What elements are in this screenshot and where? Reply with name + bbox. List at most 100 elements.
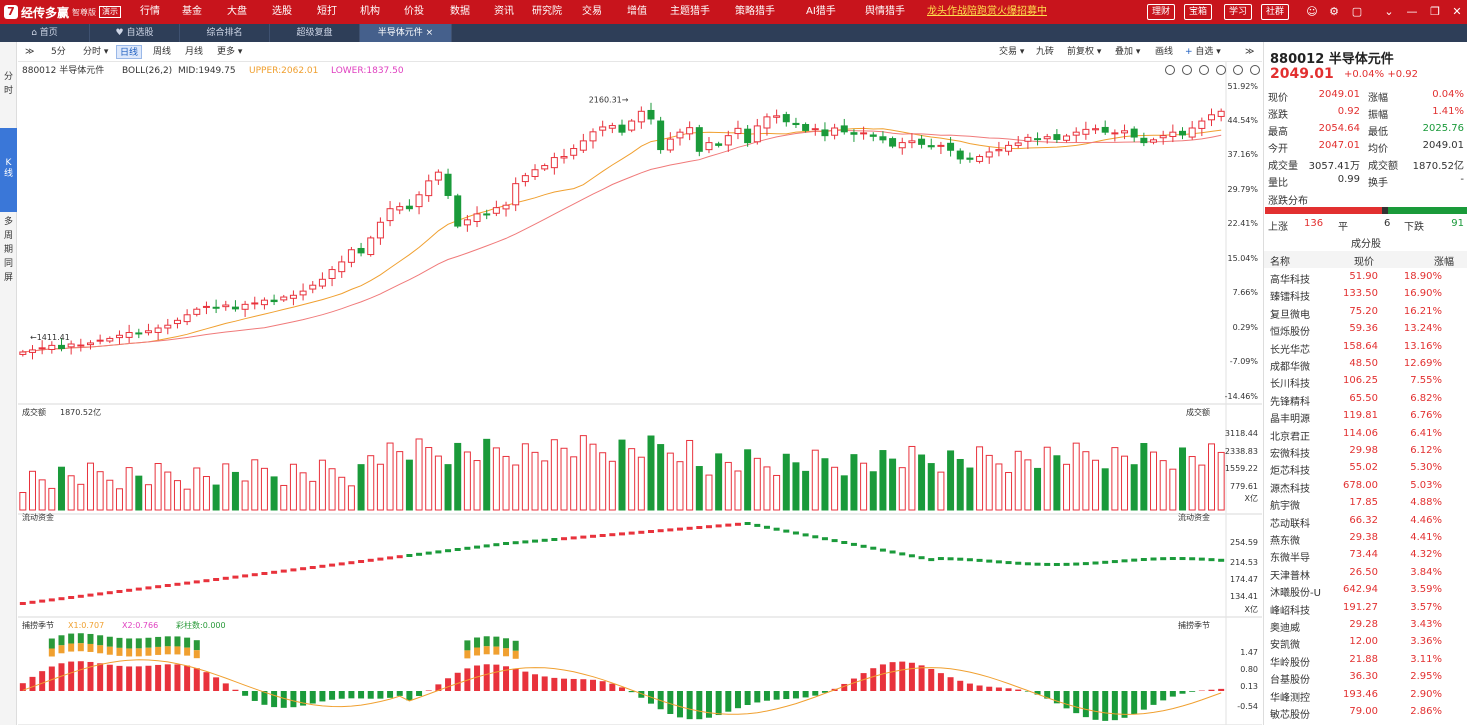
period-3[interactable]: 周线 <box>150 45 174 59</box>
minus-icon[interactable] <box>1200 66 1209 75</box>
menu-0[interactable]: 行情 <box>140 0 160 24</box>
plus-icon[interactable] <box>1183 66 1192 75</box>
sidebar-item-0[interactable]: 分 <box>0 70 17 84</box>
sidebar-item-8[interactable]: 屏 <box>0 271 17 285</box>
collapse-icon[interactable]: ≫ <box>1242 45 1257 59</box>
sidebar-item-5[interactable]: 周 <box>0 229 17 243</box>
toolbar-right-5[interactable]: + 自选 ▾ <box>1182 45 1224 59</box>
toolbar-right-4[interactable]: 画线 <box>1152 45 1176 59</box>
minimize-icon[interactable]: — <box>1405 5 1419 19</box>
menu-9[interactable]: 研究院 <box>532 0 562 24</box>
top-button-3[interactable]: 社群 <box>1261 4 1289 20</box>
toolbar-right-1[interactable]: 九砖 <box>1033 45 1057 59</box>
promo-link[interactable]: 龙头作战陪跑赏火爆招募中 <box>927 0 1047 24</box>
menu-2[interactable]: 大盘 <box>227 0 247 24</box>
toolbar-right-2[interactable]: 前复权 ▾ <box>1064 45 1104 59</box>
sidebar-item-6[interactable]: 期 <box>0 243 17 257</box>
sidebar-item-3[interactable]: 线 <box>0 167 17 181</box>
tab-4[interactable]: 半导体元件 × <box>360 24 452 42</box>
flow-mark <box>155 585 161 588</box>
period-4[interactable]: 月线 <box>182 45 206 59</box>
gear-icon[interactable] <box>1217 66 1226 75</box>
period-1[interactable]: 分时 ▾ <box>80 45 111 59</box>
tab-3[interactable]: 超级复盘 <box>270 24 360 42</box>
menu-6[interactable]: 价投 <box>404 0 424 24</box>
menu-14[interactable]: AI猎手 <box>806 0 836 24</box>
flow-mark <box>880 549 886 552</box>
user-icon[interactable]: ☺ <box>1305 5 1319 19</box>
season-colorbar <box>474 647 480 655</box>
close-icon[interactable] <box>1251 66 1260 75</box>
help-icon[interactable] <box>1234 66 1243 75</box>
volume-bar <box>629 449 635 510</box>
tab-1[interactable]: ♥ 自选股 <box>90 24 180 42</box>
refresh-icon[interactable] <box>1166 66 1175 75</box>
sidebar-item-4[interactable]: 多 <box>0 215 17 229</box>
sidebar-item-1[interactable]: 时 <box>0 84 17 98</box>
candle-body <box>754 126 760 142</box>
period-2[interactable]: 日线 <box>116 45 142 59</box>
gear-icon[interactable]: ⚙ <box>1327 5 1341 19</box>
stock-name: 天津普林 <box>1270 567 1310 582</box>
menu-15[interactable]: 舆情猎手 <box>865 0 905 24</box>
menu-4[interactable]: 短打 <box>317 0 337 24</box>
expand-icon[interactable]: ≫ <box>22 45 37 59</box>
menu-5[interactable]: 机构 <box>360 0 380 24</box>
tab-close-icon[interactable]: × <box>423 28 433 38</box>
app-logo[interactable]: 7 经传多赢 智尊版 演示 <box>0 0 133 24</box>
tab-0[interactable]: ⌂ 首页 <box>0 24 90 42</box>
stock-name: 燕东微 <box>1270 532 1300 547</box>
chevron-down-icon[interactable]: ⌄ <box>1382 5 1396 19</box>
top-button-1[interactable]: 宝箱 <box>1184 4 1212 20</box>
top-button-2[interactable]: 学习 <box>1224 4 1252 20</box>
tab-2[interactable]: 综合排名 <box>180 24 270 42</box>
sidebar-item-7[interactable]: 同 <box>0 257 17 271</box>
close-icon[interactable]: ✕ <box>1450 5 1464 19</box>
restore-icon[interactable]: ❐ <box>1428 5 1442 19</box>
menu-8[interactable]: 资讯 <box>494 0 514 24</box>
window-icon[interactable]: ▢ <box>1350 5 1364 19</box>
candle-body <box>107 338 113 341</box>
menu-12[interactable]: 主题猎手 <box>670 0 710 24</box>
period-5[interactable]: 更多 ▾ <box>214 45 245 59</box>
stock-change: 4.88% <box>1410 497 1442 508</box>
menu-7[interactable]: 数据 <box>450 0 470 24</box>
season-bar <box>928 669 934 691</box>
top-button-0[interactable]: 理财 <box>1147 4 1175 20</box>
menu-10[interactable]: 交易 <box>582 0 602 24</box>
menu-13[interactable]: 策略猎手 <box>735 0 775 24</box>
toolbar-right-0[interactable]: 交易 ▾ <box>996 45 1027 59</box>
period-0[interactable]: 5分 <box>48 45 69 59</box>
menu-3[interactable]: 选股 <box>272 0 292 24</box>
volume-bar <box>986 455 992 510</box>
toolbar-right-3[interactable]: 叠加 ▾ <box>1112 45 1143 59</box>
menu-1[interactable]: 基金 <box>182 0 202 24</box>
menu-11[interactable]: 增值 <box>627 0 647 24</box>
